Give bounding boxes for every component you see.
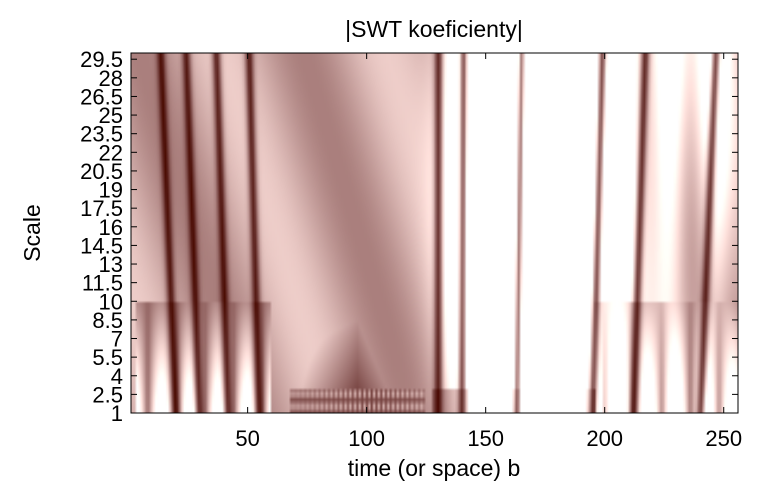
y-tick-label: 16	[99, 215, 123, 240]
chart-title: |SWT koeficienty|	[345, 16, 523, 42]
y-tick-label: 23.5	[80, 122, 123, 147]
y-tick-label: 19	[99, 178, 123, 203]
y-tick-label: 29.5	[80, 47, 123, 72]
y-tick-label: 13	[99, 252, 123, 277]
y-tick-label: 26.5	[80, 84, 123, 109]
y-tick-label: 22	[99, 140, 123, 165]
x-tick-label: 100	[348, 426, 385, 451]
heatmap-image	[131, 53, 738, 413]
y-tick-label: 2.5	[92, 382, 123, 407]
y-tick-label: 25	[99, 103, 123, 128]
x-tick-label: 200	[586, 426, 623, 451]
x-axis-label: time (or space) b	[348, 455, 521, 481]
y-tick-label: 5.5	[92, 345, 123, 370]
y-tick-label: 28	[99, 66, 123, 91]
plot-frame	[130, 52, 739, 414]
y-tick-label: 1	[111, 401, 123, 426]
y-tick-label: 8.5	[92, 308, 123, 333]
y-tick-label: 4	[111, 364, 123, 389]
x-tick-label: 50	[235, 426, 259, 451]
x-tick-label: 150	[467, 426, 504, 451]
y-tick-label: 11.5	[82, 271, 123, 296]
y-tick-label: 17.5	[80, 196, 123, 221]
y-tick-label: 10	[99, 289, 123, 314]
y-tick-label: 14.5	[80, 233, 123, 258]
x-tick-label: 250	[705, 426, 742, 451]
y-tick-label: 7	[111, 327, 123, 352]
y-axis-label: Scale	[19, 204, 45, 262]
y-axis: 12.545.578.51011.51314.51617.51920.52223…	[80, 47, 738, 426]
x-axis: 50 100 150 200 250	[235, 53, 742, 451]
y-tick-label: 20.5	[80, 159, 123, 184]
heatmap-raster	[131, 53, 738, 413]
